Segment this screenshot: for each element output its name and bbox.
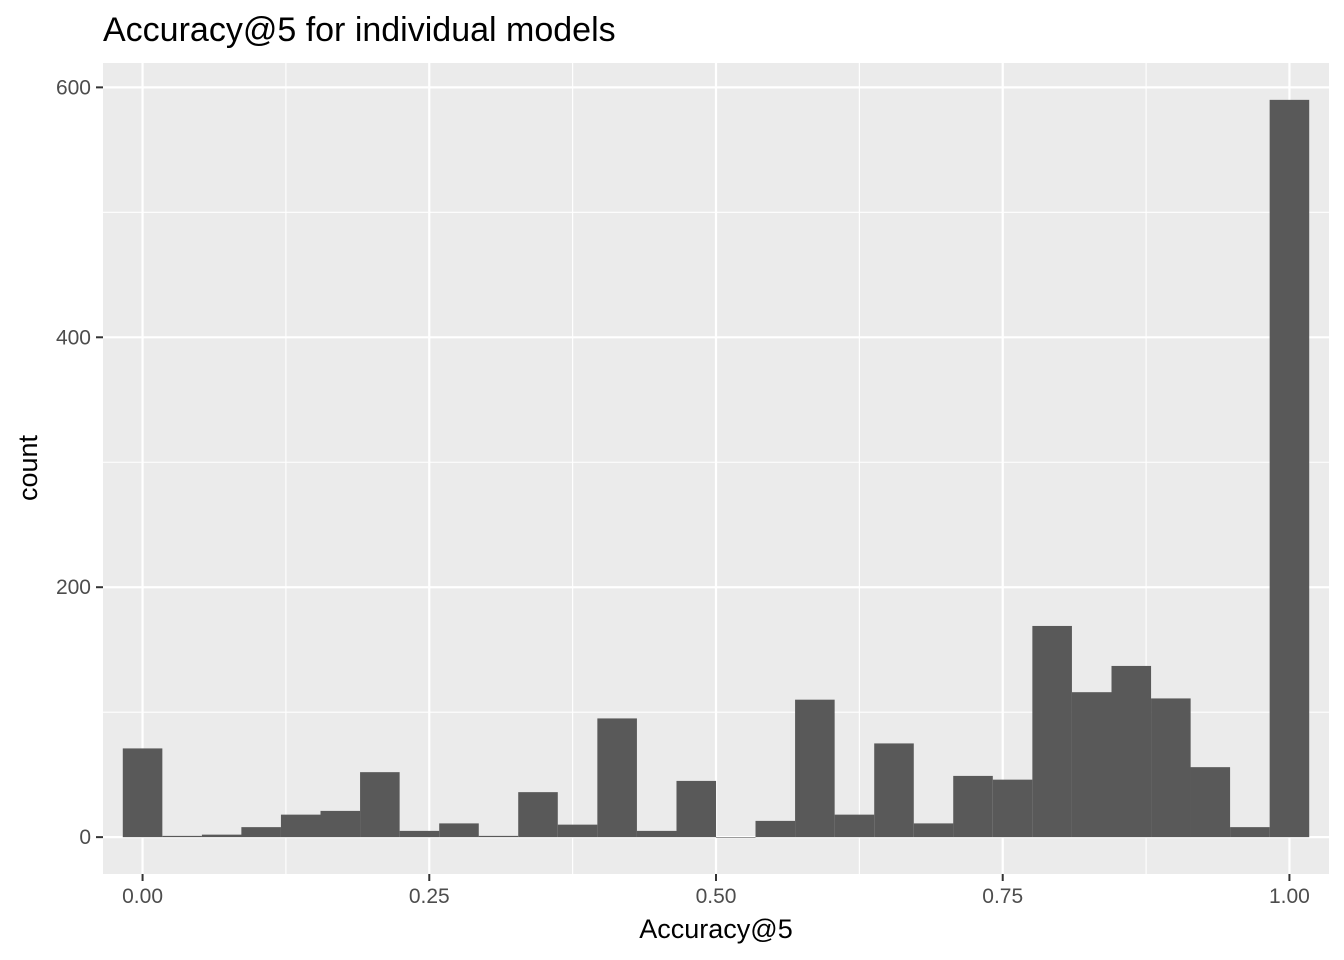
histogram-bar [597, 718, 637, 838]
major-gridlines [103, 63, 1329, 874]
histogram-bar [1151, 698, 1191, 838]
histogram-bar [201, 834, 242, 838]
x-tick-label: 0.00 [122, 885, 163, 908]
x-axis-title: Accuracy@5 [639, 914, 792, 944]
x-axis: 0.00 0.25 0.50 0.75 1.00 [122, 874, 1310, 908]
histogram-bar [280, 814, 321, 838]
histogram-bar [399, 830, 440, 838]
histogram-bar [715, 837, 756, 838]
histogram-bar [557, 824, 598, 838]
histogram-bar [1269, 99, 1310, 838]
histogram-bar [478, 835, 519, 838]
x-tick-label: 1.00 [1269, 885, 1310, 908]
histogram-bar [162, 835, 202, 838]
histogram-bar [1111, 665, 1152, 838]
y-axis-title: count [13, 434, 43, 501]
y-tick-label: 0 [79, 826, 91, 849]
histogram-bar [795, 699, 835, 838]
histogram-bar [439, 823, 479, 838]
y-tick-label: 600 [56, 76, 91, 99]
histogram-bar [122, 748, 163, 838]
histogram-bar [834, 814, 875, 838]
y-tick-label: 400 [56, 326, 91, 349]
histogram-bar [755, 820, 796, 838]
histogram-bar [953, 775, 993, 838]
y-axis: 0 200 400 600 [56, 76, 103, 849]
histogram-bar [913, 823, 954, 838]
histogram-bar [874, 743, 914, 838]
histogram-bar [676, 780, 717, 838]
histogram-bar [241, 827, 281, 838]
y-tick-label: 200 [56, 576, 91, 599]
histogram-bar [1032, 625, 1072, 838]
x-tick-label: 0.25 [409, 885, 450, 908]
histogram-bar [320, 810, 361, 838]
chart-title: Accuracy@5 for individual models [103, 11, 616, 49]
histogram-bar [1071, 692, 1112, 838]
histogram-bar [360, 772, 400, 838]
histogram-bar [992, 779, 1033, 838]
histogram-bars [122, 99, 1310, 838]
histogram-bar [636, 830, 677, 838]
x-tick-label: 0.50 [696, 885, 737, 908]
x-tick-label: 0.75 [982, 885, 1023, 908]
histogram-bar [518, 792, 558, 838]
histogram-bar [1230, 827, 1270, 838]
histogram-bar [1190, 767, 1231, 838]
